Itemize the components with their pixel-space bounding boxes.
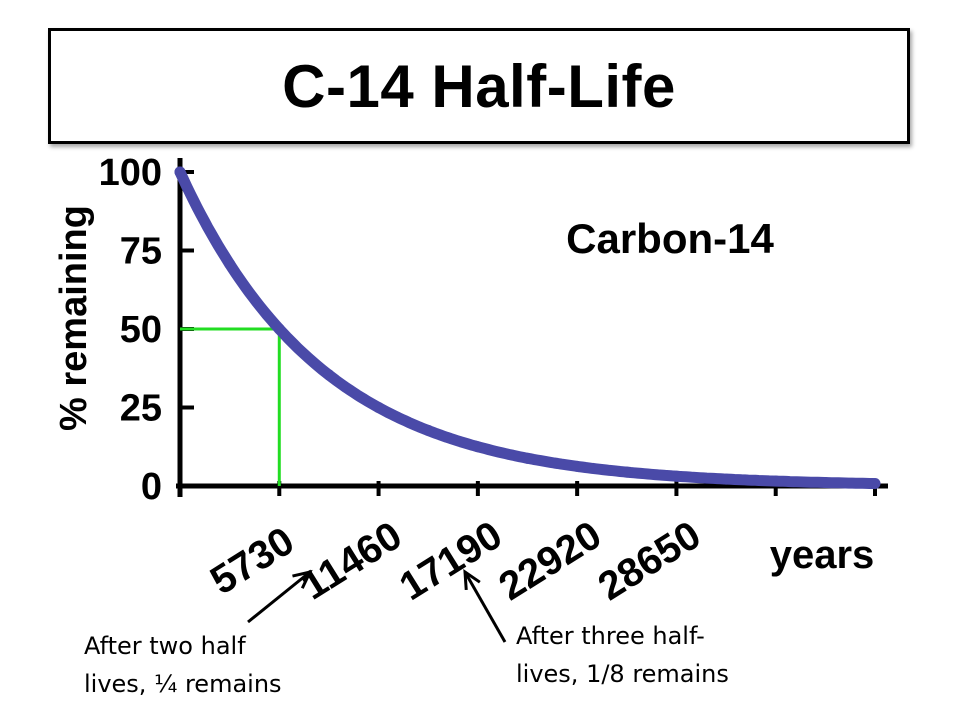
x-tick-label-22920: 22920: [491, 513, 609, 609]
arrow-two-half-lives-head: [292, 569, 313, 589]
data-point: [174, 166, 186, 178]
x-tick-label-11460: 11460: [294, 513, 410, 608]
data-point: [522, 452, 533, 464]
data-point: [869, 477, 881, 489]
data-point: [422, 424, 434, 436]
data-point: [571, 460, 583, 472]
data-point: [373, 402, 385, 413]
x-tick-label-28650: 28650: [591, 513, 709, 609]
data-point: [819, 477, 831, 489]
x-tick-label-17190: 17190: [392, 513, 510, 609]
y-tick-label-25: 25: [120, 388, 162, 430]
arrow-three-half-lives: [463, 571, 507, 643]
data-point: [224, 258, 236, 270]
y-tick-label-100: 100: [99, 152, 162, 194]
data-point: [273, 323, 285, 335]
y-tick-label-75: 75: [120, 231, 162, 273]
data-point: [621, 466, 633, 478]
series-label: Carbon-14: [566, 215, 774, 262]
x-axis-label: years: [770, 533, 875, 577]
data-point: [770, 475, 782, 487]
data-point: [323, 369, 335, 381]
y-axis-label: % remaining: [53, 205, 95, 431]
half-life-guide: [180, 327, 281, 486]
annotation-three-half-lives: After three half- lives, 1/8 remains: [516, 622, 729, 688]
data-point: [720, 473, 732, 485]
title-box: C-14 Half-Life: [48, 28, 910, 144]
data-point: [670, 470, 682, 482]
arrow-two-half-lives: [247, 570, 311, 624]
data-point: [472, 441, 484, 453]
arrow-three-half-lives-head: [463, 569, 481, 591]
annotation-two-half-lives: After two half lives, ¼ remains: [84, 632, 282, 698]
y-tick-label-50: 50: [120, 309, 162, 351]
page-title: C-14 Half-Life: [282, 52, 676, 120]
y-tick-label-0: 0: [141, 466, 162, 508]
